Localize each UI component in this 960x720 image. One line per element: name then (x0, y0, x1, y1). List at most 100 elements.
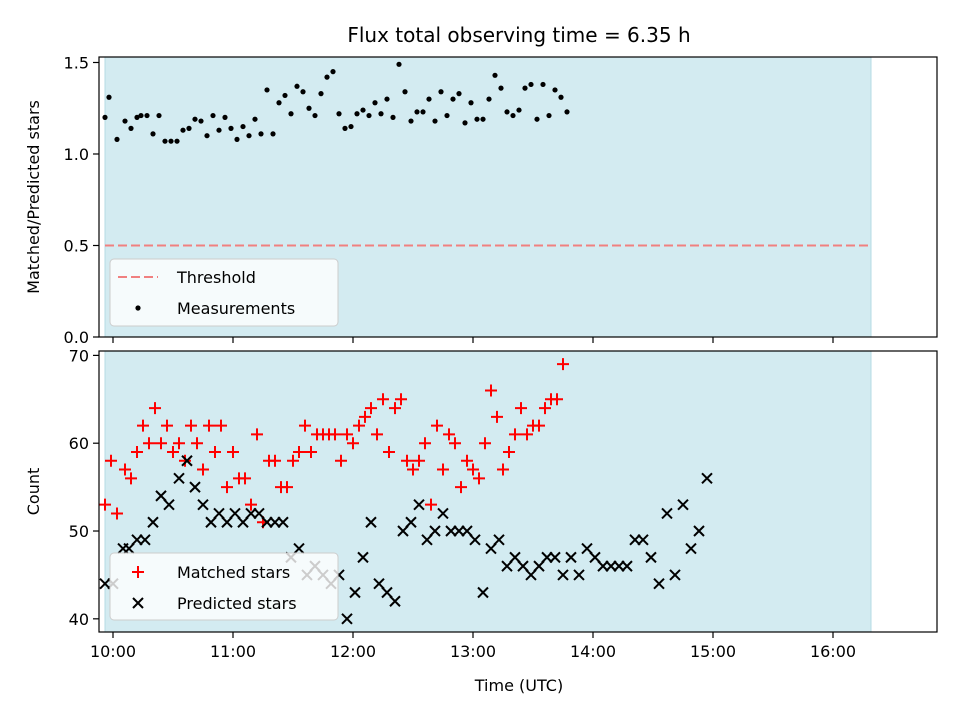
x-tick-label: 14:00 (570, 642, 616, 661)
ratio-x-ticks (112, 337, 834, 343)
measurement-point (372, 100, 378, 106)
measurement-point (558, 94, 564, 100)
ratio-legend-box (109, 258, 339, 327)
matched-star-point (149, 402, 161, 415)
matched-star-point (161, 419, 173, 432)
count-legend: Matched stars Predicted stars (109, 552, 339, 621)
count-plot-frame (98, 350, 938, 633)
predicted-star-point (221, 516, 233, 528)
predicted-star-point (485, 542, 497, 555)
matched-star-point (191, 437, 203, 450)
predicted-star-point (173, 472, 185, 485)
measurement-point (186, 125, 192, 131)
predicted-star-point (477, 586, 489, 599)
measurement-point (354, 111, 360, 117)
measurement-point (348, 123, 354, 130)
predicted-star-point (637, 534, 649, 546)
predicted-star-point (213, 507, 225, 520)
predicted-star-point (341, 613, 353, 625)
predicted-star-point (205, 516, 217, 528)
measurement-point (258, 131, 264, 137)
ratio-y-axis-label: Matched/Predicted stars (24, 100, 43, 294)
measurement-point (264, 87, 270, 93)
matched-star-point (395, 393, 407, 406)
x-tick-label: 11:00 (210, 642, 256, 661)
predicted-star-point (277, 516, 289, 528)
ratio-legend: Threshold Measurements (109, 258, 339, 327)
predicted-star-point (139, 534, 151, 546)
ratio-panel: 0.0 0.5 1.0 1.5 Matched/Predicted stars Thr… (24, 53, 938, 347)
matched-star-point (251, 428, 263, 441)
measurement-point (180, 127, 186, 133)
measurement-point (216, 127, 222, 133)
matched-star-point (167, 445, 179, 458)
matched-star-point (557, 358, 569, 371)
matched-star-point (449, 437, 461, 450)
count-legend-box (109, 552, 339, 621)
matched-stars-series (99, 358, 569, 529)
predicted-star-point (589, 551, 601, 564)
predicted-star-point (573, 569, 585, 581)
matched-star-point (299, 419, 311, 432)
measurement-point (228, 125, 234, 131)
measurement-point (204, 133, 210, 139)
y-tick-label: 40 (69, 610, 89, 629)
measurement-point (128, 125, 134, 131)
matched-star-point (155, 437, 167, 450)
predicted-star-point (581, 542, 593, 555)
measurement-point (138, 112, 144, 119)
predicted-star-point (549, 551, 561, 564)
predicted-star-point (429, 525, 441, 537)
measurement-point (330, 69, 336, 75)
measurement-point (246, 133, 252, 139)
legend-predicted-swatch (132, 597, 144, 609)
matched-star-point (491, 410, 503, 423)
legend-measurements-swatch (135, 305, 141, 311)
x-tick-label: 10:00 (90, 642, 136, 661)
matched-star-point (131, 445, 143, 458)
x-tick-label: 13:00 (450, 642, 496, 661)
measurement-point (168, 138, 174, 144)
matched-star-point (437, 463, 449, 476)
measurement-point (378, 111, 384, 117)
matched-star-point (539, 402, 551, 415)
matched-star-point (287, 454, 299, 467)
measurement-point (174, 138, 180, 144)
measurement-point (474, 116, 480, 122)
ratio-plot-frame (98, 56, 938, 338)
legend-matched-label: Matched stars (177, 563, 290, 582)
matched-star-point (125, 472, 137, 485)
measurement-point (288, 111, 294, 117)
count-y-axis: 40 50 60 70 (69, 346, 99, 629)
predicted-star-point (437, 507, 449, 520)
predicted-star-point (189, 481, 201, 493)
x-tick-label: 15:00 (690, 642, 736, 661)
matched-star-point (389, 402, 401, 415)
measurement-point (540, 81, 546, 88)
matched-star-point (203, 419, 215, 432)
matched-star-point (173, 437, 185, 450)
matched-star-point (431, 419, 443, 432)
predicted-star-point (373, 577, 385, 590)
predicted-star-point (501, 560, 513, 572)
matched-star-point (341, 428, 353, 441)
count-y-axis-label: Count (24, 468, 43, 516)
predicted-star-point (421, 534, 433, 546)
matched-star-point (515, 402, 527, 415)
predicted-star-point (493, 534, 505, 546)
matched-star-point (551, 393, 563, 406)
matched-star-point (227, 445, 239, 458)
measurement-point (324, 74, 330, 80)
predicted-star-point (229, 507, 241, 520)
legend-predicted-label: Predicted stars (177, 594, 297, 613)
predicted-star-point (181, 455, 193, 467)
measurement-point (198, 118, 204, 124)
measurement-point (294, 83, 300, 89)
measurement-point (450, 96, 456, 102)
matched-star-point (347, 437, 359, 450)
matched-star-point (99, 498, 111, 511)
matched-star-point (467, 463, 479, 476)
legend-matched-swatch (132, 566, 144, 578)
predicted-star-point (197, 498, 209, 511)
